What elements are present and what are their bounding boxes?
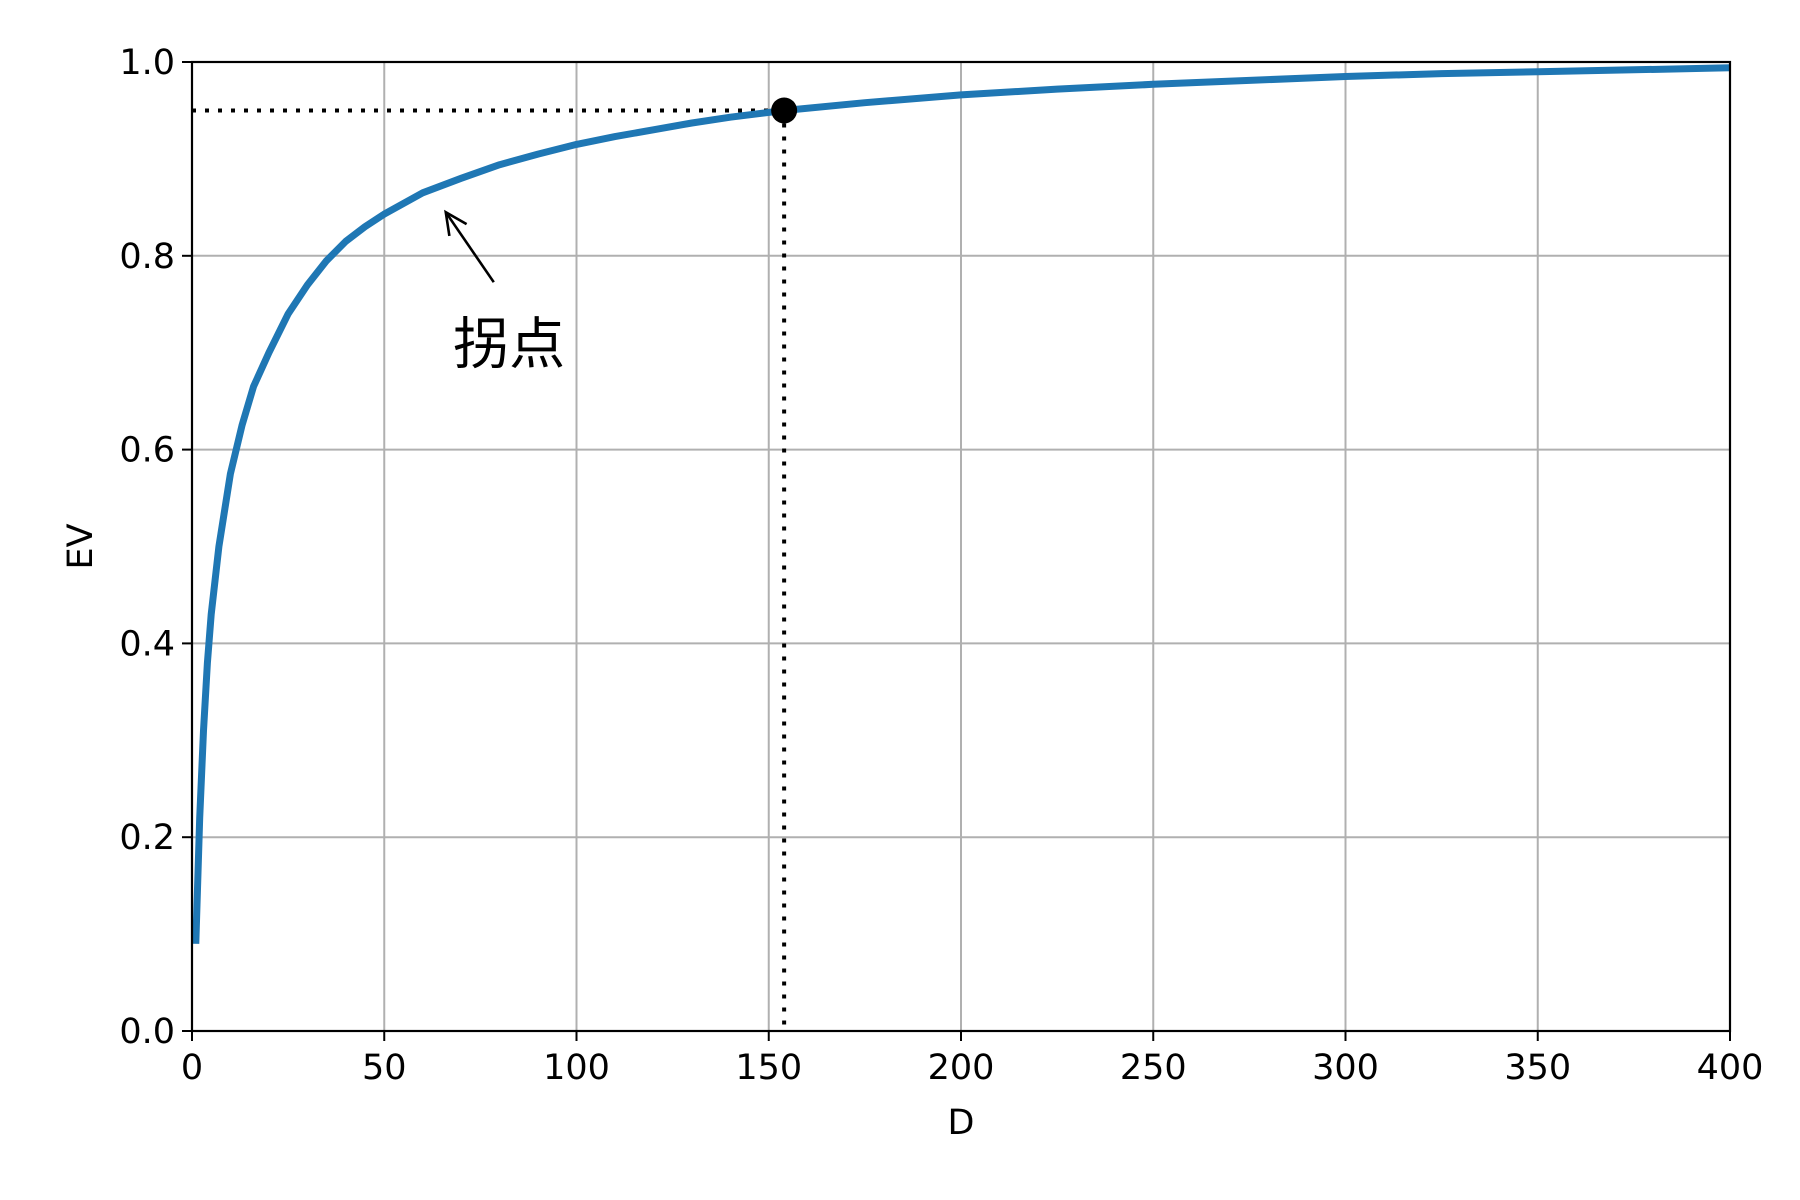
x-tick-label: 0 — [181, 1048, 203, 1088]
highlight-point — [771, 97, 798, 124]
x-tick-label: 150 — [735, 1048, 802, 1088]
annotation-arrow — [444, 211, 495, 283]
grid-lines — [191, 61, 1731, 1032]
x-tick-label: 50 — [362, 1048, 407, 1088]
y-tick-label: 1.0 — [119, 43, 175, 83]
y-tick-label: 0.8 — [119, 237, 175, 277]
annotation-arrow-head — [444, 209, 468, 237]
x-tick-label: 100 — [543, 1048, 610, 1088]
annotation-label: 拐点 — [453, 312, 565, 377]
x-tick-label: 250 — [1120, 1048, 1187, 1088]
series-line — [192, 64, 1731, 944]
x-tick-label: 200 — [928, 1048, 995, 1088]
x-tick-label: 400 — [1697, 1048, 1764, 1088]
reference-lines — [192, 108, 787, 1031]
x-axis-label: D — [948, 1103, 975, 1143]
y-axis-ticks: 0.0 0.2 0.4 0.6 0.8 1.0 — [119, 43, 192, 1052]
y-axis-label: EV — [61, 523, 101, 569]
x-tick-label: 300 — [1312, 1048, 1379, 1088]
x-tick-label: 350 — [1504, 1048, 1571, 1088]
y-tick-label: 0.6 — [119, 431, 175, 471]
y-tick-label: 0.4 — [119, 624, 175, 664]
y-tick-label: 0.2 — [119, 818, 175, 858]
y-tick-label: 0.0 — [119, 1012, 175, 1052]
x-axis-ticks: 0 50 100 150 200 250 300 350 400 — [181, 1031, 1764, 1088]
annotation: 拐点 — [444, 209, 565, 377]
